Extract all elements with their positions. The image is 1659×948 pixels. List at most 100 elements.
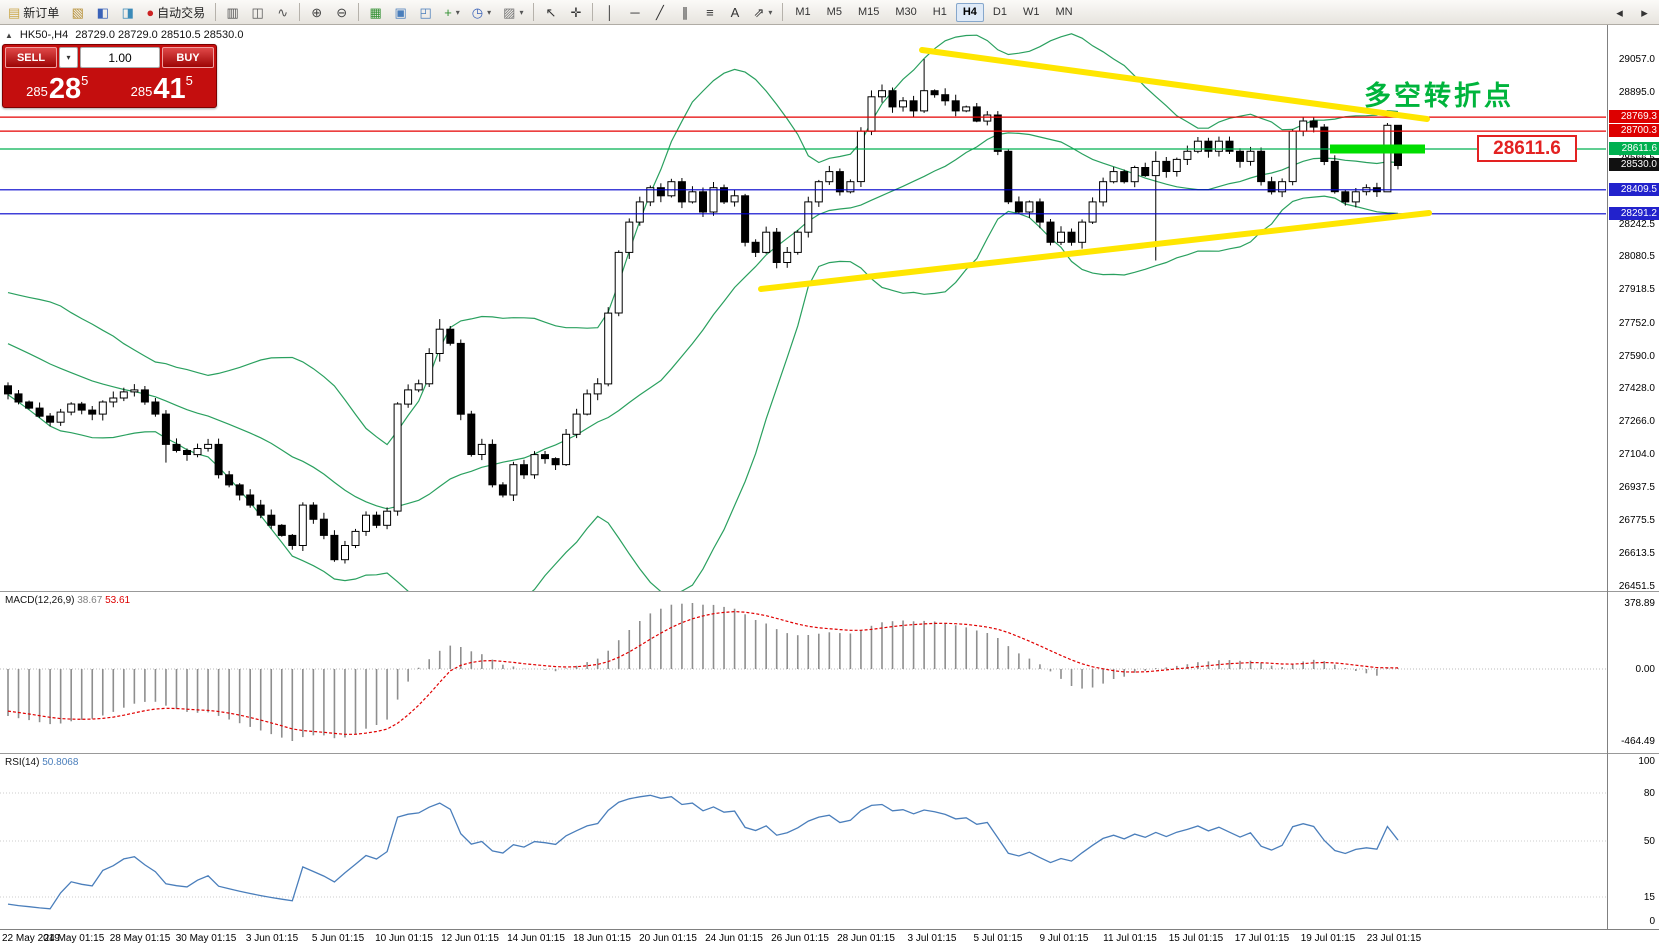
text-label-button[interactable]: A: [723, 2, 746, 22]
volume-dropdown-button[interactable]: ▾: [59, 47, 78, 68]
chevron-down-icon: ▾: [768, 7, 773, 17]
candle-body: [119, 391, 128, 399]
price-badge: 28611.6: [1609, 142, 1659, 155]
candle-body: [414, 383, 423, 391]
candlestick-chart-button[interactable]: ◫: [246, 2, 269, 22]
toolbar-scroll-left-button[interactable]: ◂: [1608, 2, 1631, 22]
macd-panel-canvas[interactable]: [0, 591, 1659, 753]
data-window-button[interactable]: ◨: [116, 2, 139, 22]
candle-body: [1162, 160, 1171, 172]
candle-body: [288, 534, 297, 546]
candle-body: [962, 106, 971, 112]
candle-body: [161, 413, 170, 445]
candle-body: [256, 504, 265, 516]
timeframe-m5-button[interactable]: M5: [820, 3, 849, 22]
horizontal-line-button[interactable]: ─: [623, 2, 646, 22]
crosshair-button[interactable]: ✛: [564, 2, 587, 22]
chart-profiles-button[interactable]: ▧: [66, 2, 89, 22]
rsi-panel-canvas[interactable]: [0, 753, 1659, 929]
price-axis-tick: 27918.5: [1618, 284, 1655, 295]
volume-input[interactable]: [80, 47, 160, 68]
indicators-icon: +: [444, 4, 452, 20]
toolbar-scroll-right-button[interactable]: ▸: [1633, 2, 1656, 22]
candle-body: [972, 106, 981, 122]
sell-button[interactable]: SELL: [5, 47, 57, 68]
timeframe-m30-button[interactable]: M30: [888, 3, 923, 22]
cursor-icon: ↖: [545, 4, 557, 20]
candle-body: [56, 411, 65, 423]
timeframe-w1-button[interactable]: W1: [1016, 3, 1047, 22]
time-axis-label: 5 Jul 01:15: [973, 933, 1023, 944]
time-axis-label: 23 Jul 01:15: [1366, 933, 1422, 944]
periods-button[interactable]: ◷ ▾: [467, 2, 496, 22]
line-chart-button[interactable]: ∿: [271, 2, 294, 22]
candle-body: [930, 90, 939, 96]
data-window-icon: ◨: [121, 4, 134, 20]
arrange-windows-button[interactable]: ◰: [414, 2, 437, 22]
trendline-button[interactable]: ╱: [648, 2, 671, 22]
trendline-icon: ╱: [656, 4, 664, 20]
price-axis-tick: 27752.0: [1618, 318, 1655, 329]
candle-body: [183, 450, 191, 455]
candle-body: [572, 413, 581, 435]
candle-body: [77, 403, 86, 411]
candle-body: [477, 443, 486, 455]
shapes-button[interactable]: ⇗ ▾: [748, 2, 777, 22]
zoom-in-button[interactable]: ⊕: [305, 2, 328, 22]
candle-body: [1130, 167, 1139, 183]
timeframe-mn-button[interactable]: MN: [1048, 3, 1079, 22]
cascade-windows-button[interactable]: ▣: [389, 2, 412, 22]
line-chart-icon: ∿: [277, 4, 289, 20]
channel-button[interactable]: ∥: [673, 2, 696, 22]
price-chart-canvas[interactable]: [0, 25, 1659, 591]
timeframe-m1-button[interactable]: M1: [788, 3, 817, 22]
candle-body: [814, 181, 823, 203]
candle-body: [1151, 160, 1160, 177]
price-badge: 28409.5: [1609, 183, 1659, 196]
trade-prices-row: 285 28 5 285 41 5: [5, 68, 214, 105]
candle-body: [330, 534, 339, 561]
candle-body: [1172, 158, 1181, 172]
candle-body: [225, 474, 234, 486]
macd-indicator-label: MACD(12,26,9) 38.67 53.61: [5, 595, 130, 606]
rsi-axis-tick: 80: [1643, 788, 1655, 799]
candle-body: [1067, 231, 1076, 243]
candle-body: [425, 353, 434, 385]
new-order-button[interactable]: ▤ 新订单: [3, 2, 64, 22]
bar-chart-button[interactable]: ▥: [221, 2, 244, 22]
candle-body: [677, 181, 686, 203]
new-order-icon: ▤: [8, 4, 21, 20]
rsi-axis-tick: 100: [1638, 756, 1655, 767]
symbol-name: HK50-,H4: [19, 29, 69, 41]
timeframe-h1-button[interactable]: H1: [926, 3, 954, 22]
fibonacci-button[interactable]: ≡: [698, 2, 721, 22]
time-axis-label: 11 Jul 01:15: [1103, 933, 1157, 944]
candle-body: [214, 443, 223, 476]
rsi-axis-tick: 15: [1643, 892, 1655, 903]
timeframe-m15-button[interactable]: M15: [851, 3, 886, 22]
candle-body: [1278, 181, 1287, 193]
price-axis-tick: 27590.0: [1618, 351, 1655, 362]
time-axis-label: 28 Jun 01:15: [837, 933, 895, 944]
templates-button[interactable]: ▨ ▾: [498, 2, 528, 22]
buy-button[interactable]: BUY: [162, 47, 214, 68]
price-axis-tick: 26613.5: [1618, 548, 1655, 559]
indicators-button[interactable]: + ▾: [439, 2, 465, 22]
rsi-value: 50.8068: [42, 757, 79, 768]
timeframe-h4-button[interactable]: H4: [955, 2, 984, 22]
candle-body: [246, 494, 255, 506]
candle-body: [1088, 201, 1097, 223]
zoom-out-button[interactable]: ⊖: [330, 2, 353, 22]
cursor-button[interactable]: ↖: [539, 2, 562, 22]
timeframe-d1-button[interactable]: D1: [986, 3, 1014, 22]
auto-trading-button[interactable]: ● 自动交易: [141, 2, 210, 22]
candle-body: [699, 191, 707, 213]
rsi-indicator-label: RSI(14) 50.8068: [5, 757, 78, 768]
candle-body: [835, 171, 844, 193]
candle-body: [362, 514, 370, 532]
market-watch-button[interactable]: ◧: [91, 2, 114, 22]
toolbar-scroll-left-icon: ◂: [1616, 4, 1623, 20]
vertical-line-button[interactable]: │: [598, 2, 621, 22]
toolbar-scroll-right-icon: ▸: [1641, 4, 1648, 20]
tile-windows-button[interactable]: ▦: [364, 2, 387, 22]
